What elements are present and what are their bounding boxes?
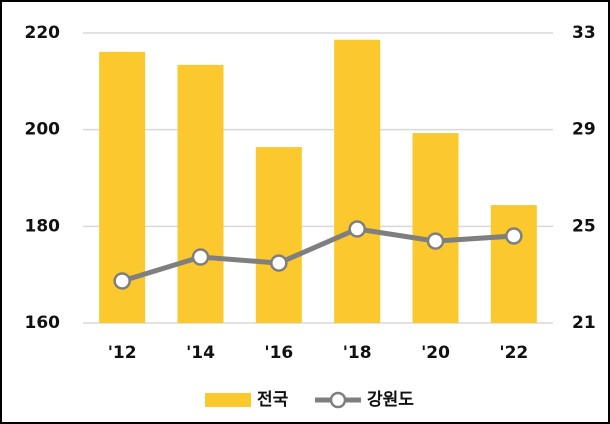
x-tick-label: '22: [499, 343, 528, 363]
x-tick-label: '12: [108, 343, 137, 363]
y2-tick-label: 21: [572, 313, 596, 333]
line-marker: [348, 220, 366, 238]
y2-tick-label: 33: [572, 23, 596, 43]
x-tick-label: '14: [186, 343, 215, 363]
line: [121, 226, 514, 284]
y2-tick-label: 29: [572, 120, 596, 140]
line-marker: [191, 248, 210, 266]
bar: [255, 147, 302, 323]
y2-tick-label: 25: [572, 216, 596, 236]
bar: [334, 39, 381, 324]
line-marker: [426, 232, 445, 250]
line-marker: [113, 272, 131, 290]
legend-label: 강원도: [367, 390, 414, 410]
y-tick-label: 200: [25, 120, 61, 140]
legend-label: 전국: [257, 390, 289, 410]
bar: [412, 133, 459, 323]
legend-marker: [329, 391, 347, 409]
bar: [490, 205, 537, 323]
bar: [177, 64, 224, 324]
line-marker: [270, 254, 288, 272]
line-marker: [505, 227, 523, 245]
x-tick-label: '16: [264, 343, 293, 363]
legend-swatch: [205, 393, 251, 407]
y-tick-label: 180: [25, 216, 61, 236]
x-tick-label: '18: [343, 343, 372, 363]
x-tick-label: '20: [421, 343, 450, 363]
y-tick-label: 160: [25, 313, 61, 333]
y-tick-label: 220: [25, 23, 61, 43]
